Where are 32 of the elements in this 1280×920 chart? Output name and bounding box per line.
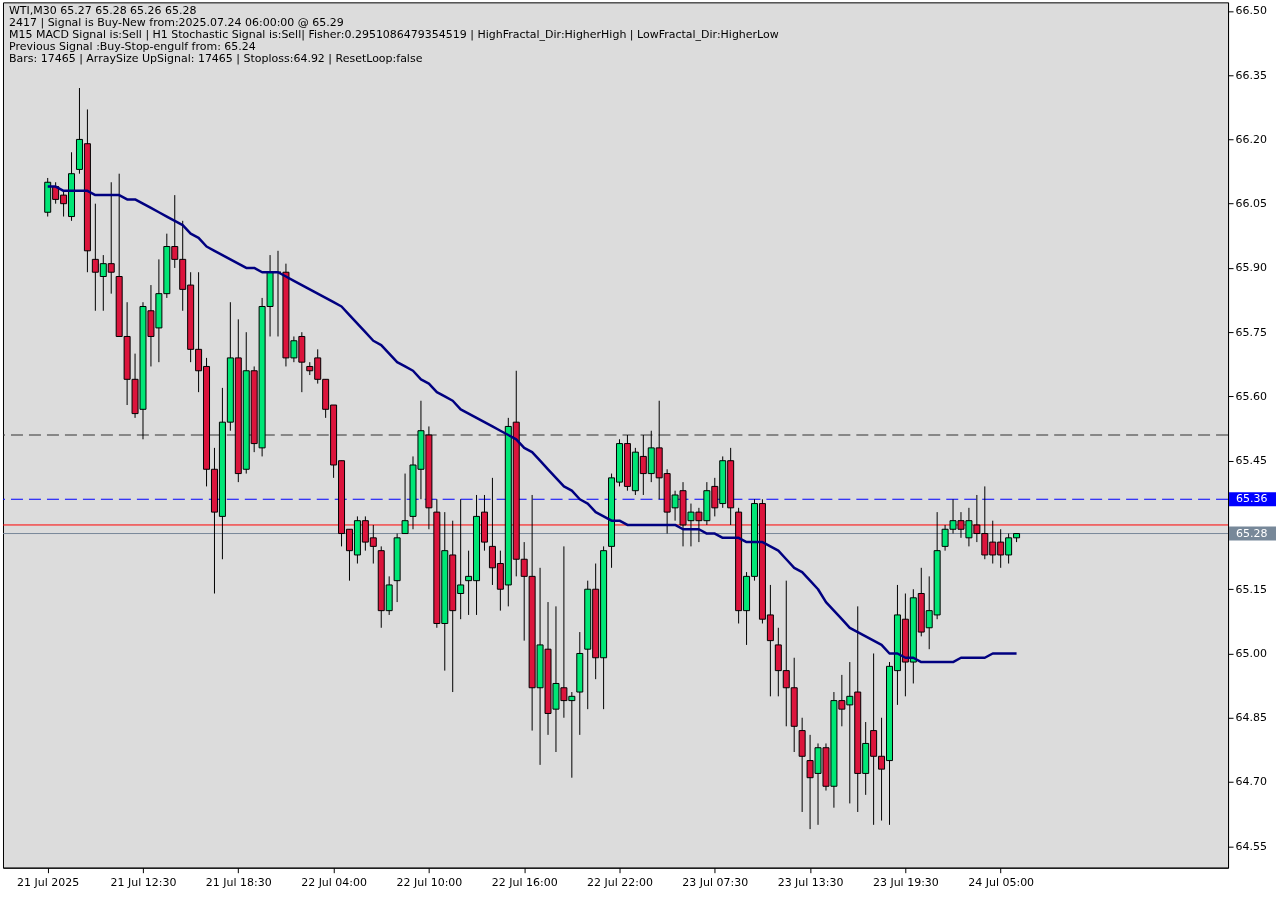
annotation: Bars: 17465 | ArraySize UpSignal: 17465 | Stoploss:64.92 | ResetLoop:false	[8, 52, 423, 66]
y-tick-label: 66.20	[1235, 132, 1267, 146]
x-tick-label: 24 Jul 05:00	[968, 876, 1035, 890]
annotation: Previous Signal :Buy-Stop-engulf from: 65.24	[8, 40, 256, 54]
x-tick-label: 23 Jul 19:30	[872, 876, 939, 890]
y-tick-label: 66.35	[1235, 68, 1267, 82]
x-tick-label: 22 Jul 04:00	[301, 876, 368, 890]
x-tick-label: 21 Jul 2025	[17, 876, 80, 890]
annotation: M15 MACD Signal is:Sell | H1 Stochastic Signal is:Sell| Fisher:0.2951086479354519 | HighFractal_Dir:HigherHigh | LowFractal_Dir:HigherLow	[8, 28, 779, 42]
x-tick-label: 22 Jul 22:00	[587, 876, 653, 890]
y-tick-label: 65.45	[1235, 454, 1267, 468]
ref-line-label: 65.36	[1236, 492, 1268, 506]
annotation: 2417 | Signal is Buy-New from:2025.07.24 06:00:00 @ 65.29	[8, 16, 344, 30]
x-tick-label: 23 Jul 07:30	[682, 876, 749, 890]
y-tick-label: 65.00	[1235, 646, 1267, 660]
y-tick-label: 64.85	[1235, 711, 1267, 725]
y-tick-label: 66.05	[1235, 197, 1267, 211]
x-tick-label: 22 Jul 16:00	[491, 876, 558, 890]
x-tick-label: 21 Jul 12:30	[110, 876, 177, 890]
chart-title: WTI,M30 65.27 65.28 65.26 65.28	[8, 4, 197, 18]
x-tick-label: 23 Jul 13:30	[777, 876, 844, 890]
x-tick-label: 21 Jul 18:30	[205, 876, 272, 890]
y-tick-label: 65.90	[1235, 261, 1267, 275]
x-tick-label: 22 Jul 10:00	[396, 876, 463, 890]
y-tick-label: 65.75	[1235, 325, 1267, 339]
y-tick-label: 66.50	[1235, 4, 1267, 18]
candlestick	[401, 473, 409, 535]
y-tick-label: 64.70	[1235, 775, 1267, 789]
ref-line-label: 65.28	[1236, 526, 1268, 540]
y-tick-label: 65.60	[1235, 389, 1267, 403]
y-tick-label: 64.55	[1235, 839, 1267, 853]
y-tick-label: 65.15	[1235, 582, 1267, 596]
